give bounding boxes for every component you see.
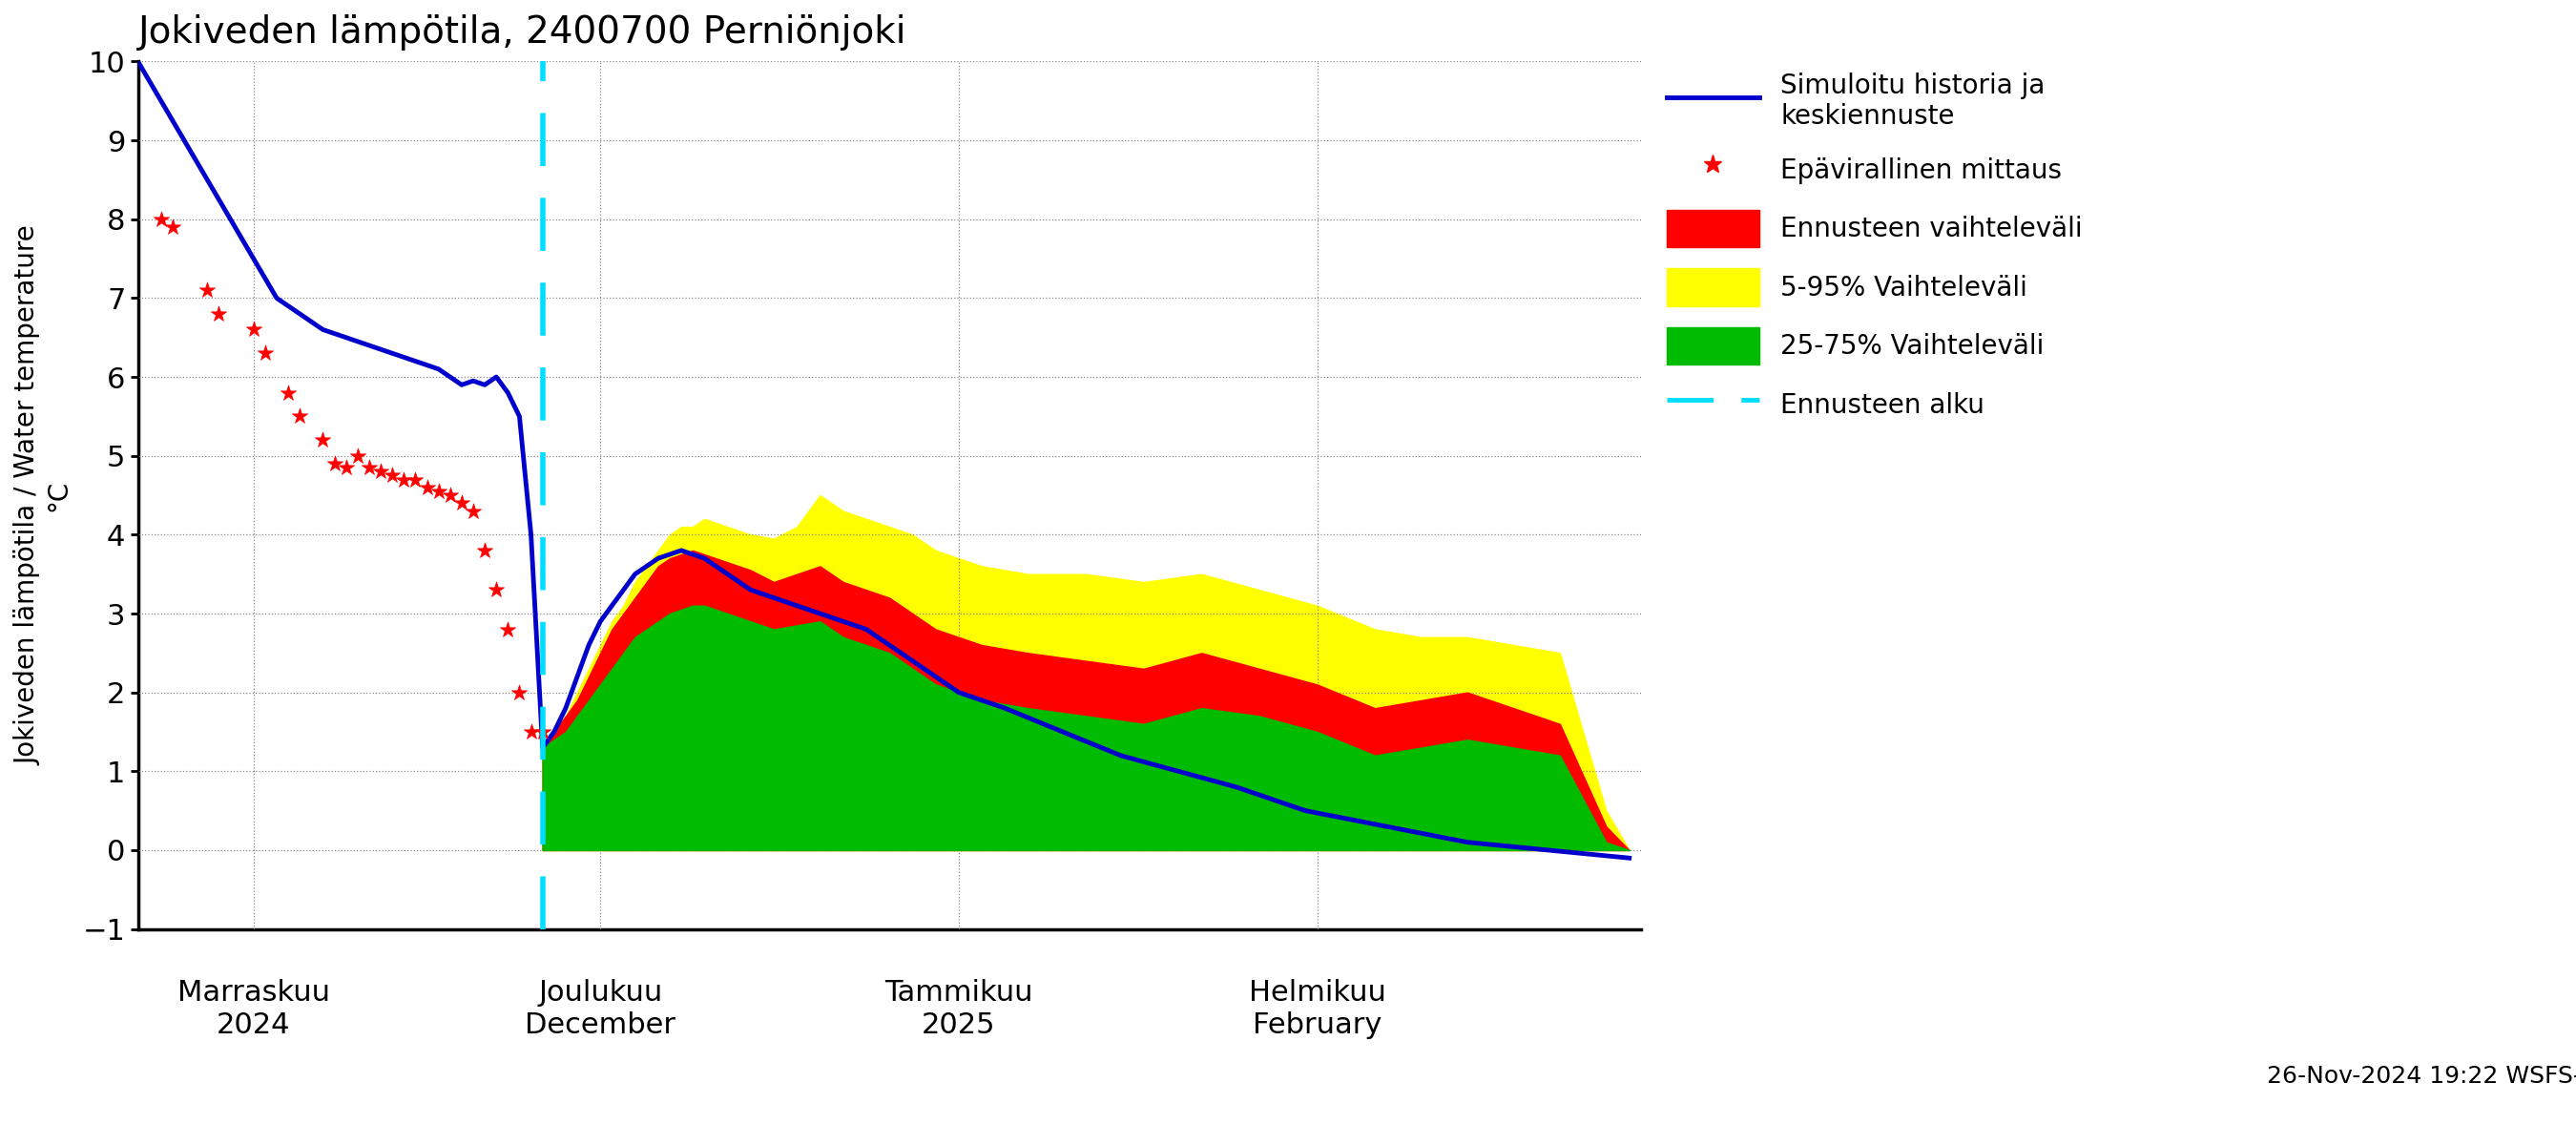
Point bbox=[325, 458, 366, 476]
Point bbox=[268, 384, 309, 402]
Point bbox=[394, 471, 435, 489]
Text: Tammikuu
2025: Tammikuu 2025 bbox=[884, 979, 1033, 1040]
Point bbox=[464, 542, 505, 560]
Point bbox=[371, 466, 412, 484]
Legend: Simuloitu historia ja
keskiennuste, Epävirallinen mittaus, Ennusteen vaihteleväl: Simuloitu historia ja keskiennuste, Epäv… bbox=[1656, 62, 2094, 434]
Point bbox=[337, 447, 379, 465]
Point bbox=[510, 722, 551, 741]
Point bbox=[477, 581, 518, 599]
Text: Helmikuu
February: Helmikuu February bbox=[1249, 979, 1386, 1040]
Y-axis label: Jokiveden lämpötila / Water temperature
°C: Jokiveden lämpötila / Water temperature … bbox=[15, 226, 72, 765]
Point bbox=[453, 502, 495, 520]
Point bbox=[487, 621, 528, 639]
Point bbox=[430, 487, 471, 505]
Point bbox=[314, 455, 355, 473]
Point bbox=[152, 218, 193, 236]
Point bbox=[245, 345, 286, 363]
Point bbox=[417, 482, 459, 500]
Point bbox=[523, 722, 564, 741]
Point bbox=[500, 684, 541, 702]
Point bbox=[361, 463, 402, 481]
Point bbox=[440, 493, 482, 512]
Point bbox=[185, 281, 227, 299]
Point bbox=[232, 321, 273, 339]
Text: Jokiveden lämpötila, 2400700 Perniönjoki: Jokiveden lämpötila, 2400700 Perniönjoki bbox=[139, 14, 907, 50]
Text: Joulukuu
December: Joulukuu December bbox=[526, 979, 675, 1040]
Point bbox=[407, 479, 448, 497]
Point bbox=[198, 305, 240, 323]
Point bbox=[301, 431, 343, 449]
Point bbox=[384, 471, 425, 489]
Point bbox=[278, 408, 319, 426]
Point bbox=[348, 458, 389, 476]
Text: 26-Nov-2024 19:22 WSFS-O: 26-Nov-2024 19:22 WSFS-O bbox=[2267, 1065, 2576, 1088]
Text: Marraskuu
2024: Marraskuu 2024 bbox=[178, 979, 330, 1040]
Point bbox=[142, 210, 183, 228]
